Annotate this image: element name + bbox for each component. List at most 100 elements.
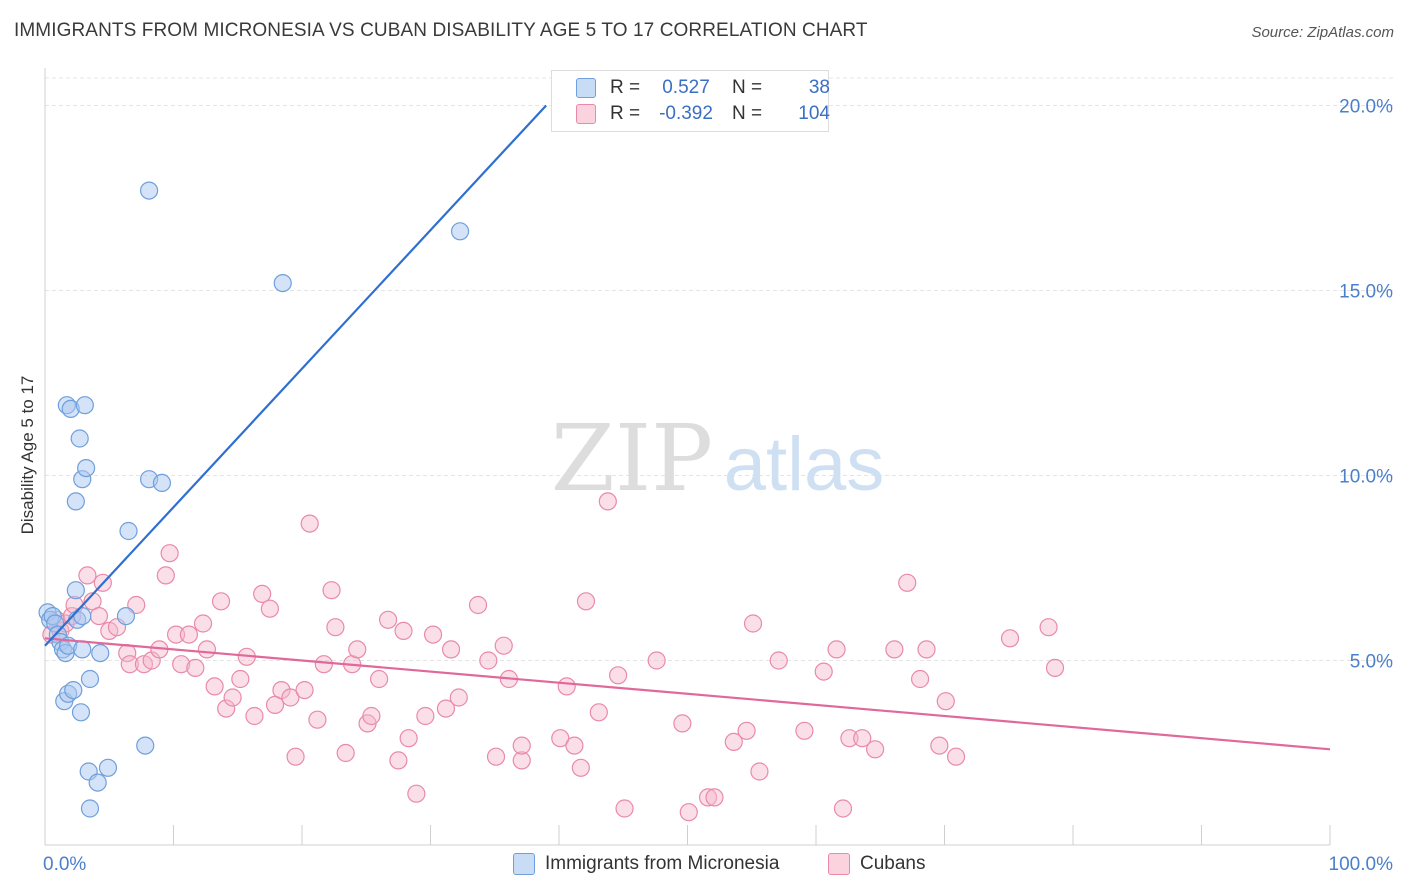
data-point-cubans xyxy=(557,677,576,696)
data-point-cubans xyxy=(486,747,506,766)
data-point-cubans xyxy=(156,566,175,585)
data-point-cubans xyxy=(127,595,146,615)
series-legend: Immigrants from Micronesia Cubans xyxy=(0,852,1406,876)
data-point-cubans xyxy=(223,688,242,707)
y-tick-label: 10.0% xyxy=(1339,467,1393,488)
data-point-micronesia xyxy=(71,703,91,722)
y-tick-label: 15.0% xyxy=(1339,282,1393,303)
data-point-cubans xyxy=(407,784,426,803)
data-point-cubans xyxy=(286,747,305,766)
data-point-cubans xyxy=(737,721,756,740)
data-point-cubans xyxy=(576,592,596,611)
data-point-cubans xyxy=(885,640,904,659)
data-point-cubans xyxy=(281,688,300,707)
data-point-cubans xyxy=(512,751,531,770)
data-point-cubans xyxy=(565,736,584,755)
n-label: N = xyxy=(732,77,763,98)
legend-swatch-cubans xyxy=(576,104,596,124)
data-point-micronesia xyxy=(91,643,110,663)
data-point-cubans xyxy=(441,640,461,659)
data-point-cubans xyxy=(827,640,846,659)
data-point-micronesia xyxy=(66,581,85,600)
data-point-micronesia xyxy=(73,640,92,659)
data-point-cubans xyxy=(166,625,186,644)
data-point-cubans xyxy=(231,669,250,689)
data-point-micronesia xyxy=(152,473,172,492)
data-point-micronesia xyxy=(80,669,100,689)
data-point-cubans xyxy=(853,729,872,748)
legend-item-micronesia: Immigrants from Micronesia xyxy=(513,852,779,876)
chart-title: IMMIGRANTS FROM MICRONESIA VS CUBAN DISA… xyxy=(14,20,868,41)
data-point-cubans xyxy=(698,788,718,807)
data-point-cubans xyxy=(724,732,743,752)
data-point-micronesia xyxy=(77,459,96,478)
data-point-cubans xyxy=(423,625,443,644)
r-label: R = xyxy=(610,77,641,98)
x-tick-label: 100.0% xyxy=(1329,854,1394,875)
data-point-cubans xyxy=(898,573,917,592)
y-tick-label: 20.0% xyxy=(1339,97,1393,118)
legend-label-cubans: Cubans xyxy=(860,853,926,874)
legend-item-cubans: Cubans xyxy=(828,852,926,876)
data-point-cubans xyxy=(512,736,531,755)
data-point-cubans xyxy=(322,581,341,600)
cubans-series xyxy=(42,492,1065,822)
data-point-micronesia xyxy=(450,222,470,241)
data-point-cubans xyxy=(795,721,814,740)
data-point-cubans xyxy=(308,710,327,729)
tick-labels: 5.0% 10.0% 15.0% 20.0% 0.0% 100.0% xyxy=(43,97,1393,876)
n-label: N = xyxy=(732,103,763,124)
data-point-micronesia xyxy=(98,758,118,777)
x-tick-label: 0.0% xyxy=(43,854,86,875)
data-point-cubans xyxy=(245,706,264,726)
data-point-cubans xyxy=(1039,618,1058,637)
data-point-cubans xyxy=(314,655,333,674)
data-point-cubans xyxy=(193,614,213,633)
data-point-cubans xyxy=(866,740,885,759)
data-point-cubans xyxy=(370,669,389,689)
data-point-cubans xyxy=(326,618,345,637)
data-point-cubans xyxy=(389,751,408,770)
data-point-cubans xyxy=(647,651,666,670)
data-point-cubans xyxy=(416,706,435,726)
watermark: ZIP atlas xyxy=(551,405,884,512)
data-point-micronesia xyxy=(75,396,94,415)
data-point-cubans xyxy=(1045,658,1065,678)
data-point-micronesia xyxy=(73,606,92,626)
data-point-cubans xyxy=(89,606,109,626)
data-point-cubans xyxy=(833,799,853,818)
data-point-cubans xyxy=(449,688,468,707)
data-point-cubans xyxy=(295,680,314,700)
legend-swatch-cubans xyxy=(828,853,850,875)
data-point-cubans xyxy=(673,714,692,733)
data-point-cubans xyxy=(336,743,355,763)
data-point-cubans xyxy=(348,640,367,659)
data-point-cubans xyxy=(750,762,769,781)
data-point-cubans xyxy=(399,729,418,748)
data-point-cubans xyxy=(160,544,179,563)
data-point-cubans xyxy=(197,640,217,659)
trend-line-micronesia xyxy=(44,104,547,647)
data-point-cubans xyxy=(179,625,199,644)
trend-lines xyxy=(44,104,1331,751)
r-value: -0.392 xyxy=(659,103,713,124)
watermark-atlas: atlas xyxy=(724,422,885,507)
data-point-cubans xyxy=(468,595,488,615)
data-point-cubans xyxy=(211,592,231,611)
data-point-micronesia xyxy=(139,181,159,200)
data-point-cubans xyxy=(814,662,833,681)
data-point-cubans xyxy=(494,636,513,655)
data-point-micronesia xyxy=(116,606,136,626)
data-point-micronesia xyxy=(66,492,85,511)
watermark-zip: ZIP xyxy=(551,405,713,512)
r-value: 0.527 xyxy=(662,77,710,98)
data-point-cubans xyxy=(217,699,236,718)
axes xyxy=(44,68,1331,846)
data-point-micronesia xyxy=(64,680,83,700)
data-point-cubans xyxy=(589,703,608,722)
data-point-cubans xyxy=(479,651,498,670)
data-point-cubans xyxy=(78,566,97,585)
data-point-cubans xyxy=(615,799,634,818)
data-point-cubans xyxy=(378,610,398,629)
